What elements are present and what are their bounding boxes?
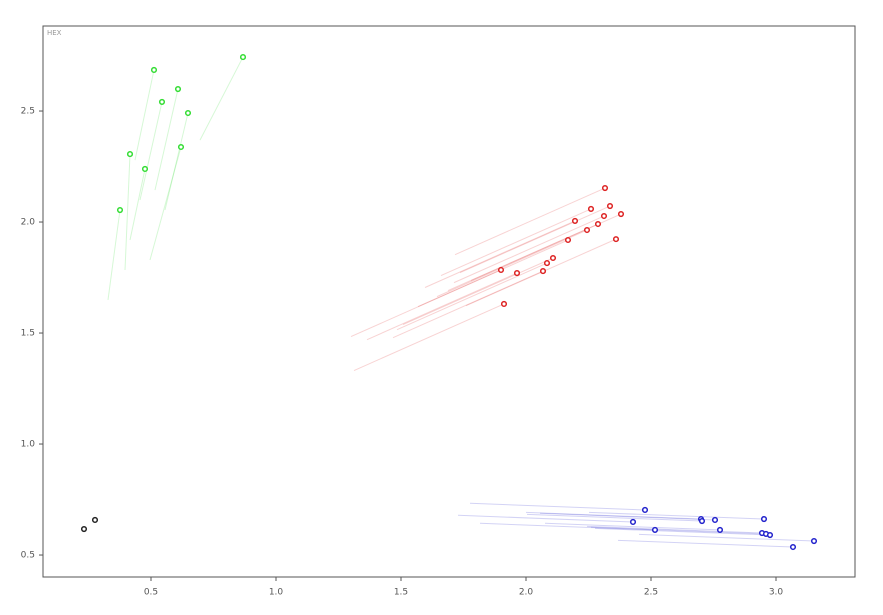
trail [350, 269, 502, 338]
point [150, 66, 158, 74]
trail [526, 513, 703, 522]
point [500, 300, 508, 307]
point [760, 516, 768, 523]
trail [594, 527, 771, 536]
trail [544, 522, 721, 531]
trail [447, 223, 599, 292]
point [80, 525, 88, 533]
point [177, 143, 185, 151]
trail [424, 220, 576, 288]
trail [417, 239, 569, 308]
y-tick-label: 2.0 [21, 218, 36, 228]
point [116, 206, 124, 214]
point [571, 217, 579, 224]
x-tick-label: 0.5 [144, 588, 158, 598]
trail [139, 101, 163, 201]
trail [586, 525, 763, 534]
point [606, 202, 614, 210]
trail [479, 522, 656, 531]
trail [454, 187, 606, 256]
trail [402, 257, 554, 326]
trail [457, 514, 634, 523]
trail [469, 502, 646, 511]
point [789, 543, 797, 551]
trail [440, 208, 592, 276]
y-tick-label: 1.0 [21, 440, 36, 450]
point [141, 165, 149, 173]
point [716, 526, 724, 533]
x-tick-label: 1.5 [394, 588, 408, 598]
point [539, 268, 547, 275]
trail [392, 270, 544, 339]
trail [124, 154, 131, 270]
point [564, 236, 572, 244]
trail [353, 303, 505, 371]
point [158, 98, 166, 105]
trail [149, 146, 182, 261]
trail [525, 511, 702, 520]
point [184, 109, 192, 117]
point [651, 526, 659, 533]
x-tick-label: 1.0 [269, 588, 284, 598]
point [612, 236, 620, 243]
trail [539, 512, 716, 521]
point [513, 270, 521, 277]
point [549, 254, 557, 262]
point [583, 226, 591, 234]
trail [199, 56, 244, 141]
trail [588, 511, 765, 520]
point [641, 506, 649, 514]
point [617, 210, 625, 218]
trail [107, 209, 121, 301]
point [711, 516, 719, 523]
trail [638, 533, 815, 542]
point [600, 212, 608, 220]
trail [436, 229, 588, 298]
point [497, 266, 505, 274]
point [91, 516, 99, 523]
plot-label: HEX [47, 29, 62, 37]
trail [154, 88, 179, 191]
x-tick-label: 3.0 [769, 588, 784, 598]
x-tick-label: 2.5 [644, 588, 658, 598]
point [543, 260, 551, 267]
y-tick-label: 0.5 [21, 551, 35, 561]
point [766, 531, 774, 539]
point [629, 518, 637, 525]
point [594, 220, 602, 228]
trail [134, 69, 155, 161]
trail [453, 215, 605, 284]
point [587, 205, 595, 212]
y-tick-label: 2.5 [21, 107, 35, 117]
point [810, 537, 818, 545]
trail [459, 205, 611, 274]
trail [590, 526, 767, 535]
point [239, 54, 247, 61]
point [126, 151, 134, 158]
trail [617, 539, 794, 548]
point [601, 185, 609, 192]
x-tick-label: 2.0 [519, 588, 534, 598]
point [174, 85, 182, 93]
trail [396, 262, 548, 331]
plot-area [42, 25, 856, 578]
trail [366, 272, 518, 341]
y-tick-label: 1.5 [21, 329, 35, 339]
trail [129, 168, 146, 241]
point [698, 518, 706, 525]
trail [164, 112, 189, 211]
